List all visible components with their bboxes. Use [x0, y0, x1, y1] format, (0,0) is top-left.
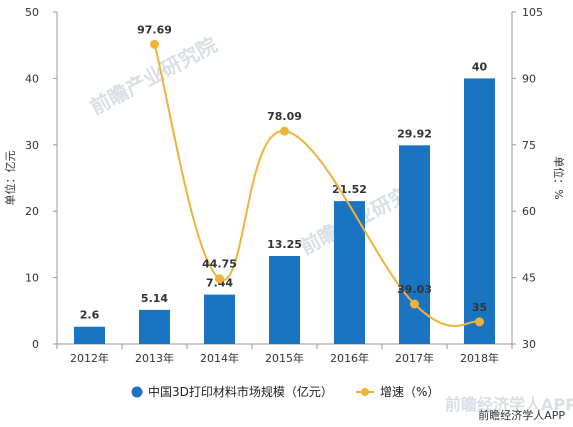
y-axis-left-title: 单位：亿元 — [3, 151, 17, 206]
bar-data-label: 5.14 — [141, 292, 168, 305]
y-right-tick-label: 60 — [522, 205, 536, 218]
x-tick-label: 2014年 — [200, 351, 239, 365]
y-left-tick-label: 0 — [32, 338, 39, 351]
x-tick-label: 2012年 — [70, 351, 109, 365]
bar-data-label: 2.6 — [80, 309, 100, 322]
bar — [464, 78, 495, 345]
x-tick-label: 2018年 — [460, 351, 499, 365]
bar — [334, 201, 365, 344]
line-point — [475, 317, 484, 327]
x-tick-label: 2016年 — [330, 351, 369, 365]
line-data-labels: 97.69 44.75 78.09 39.03 35 — [137, 23, 487, 314]
line-data-label: 78.09 — [267, 110, 302, 123]
line-point — [215, 274, 224, 284]
bar — [269, 256, 300, 344]
bar-series — [74, 78, 495, 345]
legend-bar-marker — [131, 386, 143, 398]
legend-line-label: 增速（%） — [380, 385, 439, 399]
line-point — [280, 126, 289, 136]
line-data-label: 44.75 — [202, 258, 237, 271]
bar — [74, 326, 105, 344]
y-right-tick-label: 45 — [522, 272, 536, 285]
bar — [139, 309, 170, 344]
line-point — [150, 39, 159, 49]
bar — [399, 145, 430, 344]
bar-data-label: 40 — [472, 60, 488, 73]
y-left-tick-label: 40 — [25, 72, 39, 85]
y-right-tick-label: 105 — [522, 6, 543, 19]
source-credit: 前瞻经济学人APP — [478, 408, 565, 422]
y-left-tick-label: 50 — [25, 6, 39, 19]
y-axis-right-title: 单位：% — [552, 156, 566, 199]
bar — [204, 294, 235, 344]
legend-bar-label: 中国3D打印材料市场规模（亿元） — [148, 384, 333, 399]
x-tick-label: 2015年 — [265, 351, 304, 365]
y-left-tick-label: 30 — [25, 139, 39, 152]
legend: 中国3D打印材料市场规模（亿元） 增速（%） — [131, 384, 439, 399]
y-axis-left-ticks: 0 10 20 30 40 50 — [25, 6, 57, 351]
x-axis-ticks: 2012年 2013年 2014年 2015年 2016年 2017年 2018年 — [56, 344, 513, 365]
line-data-label: 35 — [472, 301, 487, 314]
x-tick-label: 2013年 — [135, 351, 174, 365]
bar-data-label: 13.25 — [267, 238, 302, 251]
x-tick-label: 2017年 — [395, 351, 434, 365]
y-right-tick-label: 75 — [522, 139, 536, 152]
line-data-label: 97.69 — [137, 23, 172, 36]
y-left-tick-label: 20 — [25, 205, 39, 218]
y-right-tick-label: 30 — [522, 338, 536, 351]
line-series — [150, 39, 484, 327]
y-axis-right-ticks: 30 45 60 75 90 105 — [512, 6, 543, 351]
y-left-tick-label: 10 — [25, 272, 39, 285]
legend-line-dot — [361, 388, 369, 396]
line-point — [410, 299, 419, 309]
y-right-tick-label: 90 — [522, 72, 536, 85]
line-data-label: 39.03 — [397, 283, 432, 296]
watermark-bottom-logo: 前瞻经济学人APP — [445, 395, 573, 414]
bar-data-label: 29.92 — [397, 127, 432, 140]
